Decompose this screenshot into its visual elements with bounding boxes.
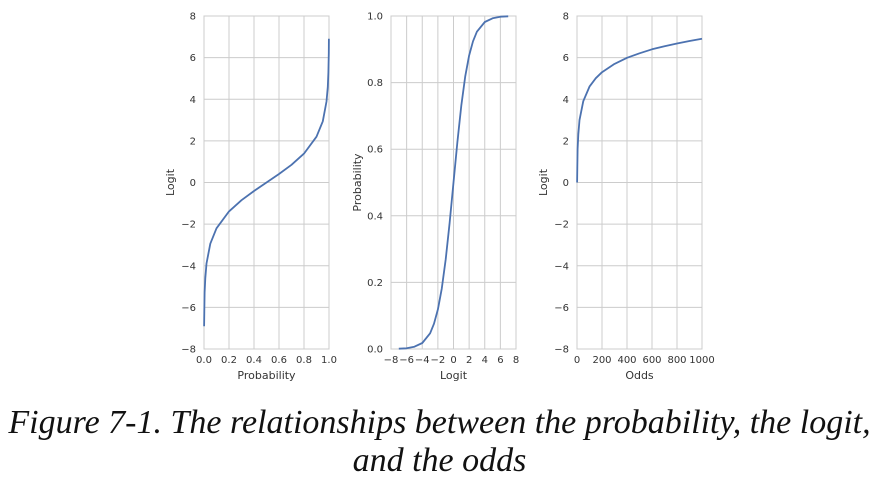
chart-2-plot-frame: [390, 15, 517, 350]
chart-1-y-tick-label: −2: [181, 220, 196, 231]
figure-caption: Figure 7-1. The relationships between th…: [0, 404, 879, 480]
chart-1-x-axis-label: Probability: [237, 369, 296, 382]
chart-3-x-tick-label: 0: [574, 355, 580, 366]
chart-1-x-tick-label: 0.8: [296, 355, 312, 366]
chart-1-y-tick-label: 4: [190, 95, 196, 106]
chart-2-x-tick-label: −6: [399, 355, 414, 366]
chart-1-y-tick-label: 6: [190, 53, 196, 64]
chart-3-y-tick-label: 8: [563, 12, 569, 23]
chart-1-y-tick-label: −8: [181, 345, 196, 356]
chart-2-x-tick-label: −8: [384, 355, 399, 366]
chart-1-y-axis-label: Logit: [164, 168, 177, 196]
chart-2-x-tick-label: −4: [415, 355, 430, 366]
chart-2-y-tick-label: 1.0: [367, 12, 383, 23]
chart-3-y-tick-label: 0: [563, 178, 569, 189]
caption-text: The relationships between the probabilit…: [170, 404, 871, 479]
chart-1-y-tick-label: 8: [190, 12, 196, 23]
chart-1-x-tick-label: 0.2: [221, 355, 237, 366]
figure-charts: 0.0 0.2 0.4 0.6 0.8 1.0−8−6−4−202468Probabili…: [164, 12, 715, 383]
chart-3-y-tick-label: −8: [554, 345, 569, 356]
chart-3-y-tick-label: 6: [563, 53, 569, 64]
chart-2-x-tick-label: 2: [466, 355, 472, 366]
chart-3-x-tick-label: 200: [592, 355, 611, 366]
chart-2-series-line: [398, 15, 509, 350]
chart-3-y-tick-label: −2: [554, 220, 569, 231]
chart-1-y-tick-label: 0: [190, 178, 196, 189]
chart-2-y-tick-label: 0.6: [367, 145, 383, 156]
chart-2-y-axis-label: Probability: [351, 153, 364, 212]
chart-3-series-line: [576, 37, 703, 183]
chart-1-plot-frame: [203, 15, 330, 350]
chart-3-y-tick-label: 2: [563, 136, 569, 147]
chart-1-y-tick-label: −6: [181, 303, 196, 314]
chart-3-x-axis-label: Odds: [625, 369, 654, 382]
chart-2-x-axis-label: Logit: [440, 369, 468, 382]
chart-2-x-tick-label: 0: [450, 355, 456, 366]
chart-3-y-axis-label: Logit: [537, 168, 550, 196]
chart-3-x-tick-label: 400: [617, 355, 636, 366]
chart-1-series-line: [203, 38, 330, 327]
chart-3-y-tick-label: −4: [554, 261, 569, 272]
chart-3-y-tick-label: 4: [563, 95, 569, 106]
chart-2-y-tick-label: 0.8: [367, 78, 383, 89]
chart-2-y-tick-label: 0.0: [367, 345, 383, 356]
chart-2-y-tick-label: 0.4: [367, 211, 383, 222]
chart-1-x-tick-label: 0.0: [196, 355, 212, 366]
chart-1-y-tick-label: −4: [181, 261, 196, 272]
chart-3-y-tick-label: −6: [554, 303, 569, 314]
chart-2-y-tick-label: 0.2: [367, 278, 383, 289]
chart-1-x-tick-label: 0.6: [271, 355, 287, 366]
chart-3-plot-frame: [576, 15, 703, 350]
chart-1-x-tick-label: 1.0: [321, 355, 337, 366]
chart-3-x-tick-label: 1000: [689, 355, 714, 366]
chart-3-x-tick-label: 600: [642, 355, 661, 366]
chart-2-x-tick-label: 4: [482, 355, 488, 366]
chart-2-x-tick-label: −2: [431, 355, 446, 366]
chart-1-x-tick-label: 0.4: [246, 355, 262, 366]
chart-2-x-tick-label: 8: [513, 355, 519, 366]
chart-2-x-tick-label: 6: [497, 355, 503, 366]
caption-label: Figure 7-1.: [8, 404, 162, 441]
chart-3-x-tick-label: 800: [667, 355, 686, 366]
chart-1-y-tick-label: 2: [190, 136, 196, 147]
